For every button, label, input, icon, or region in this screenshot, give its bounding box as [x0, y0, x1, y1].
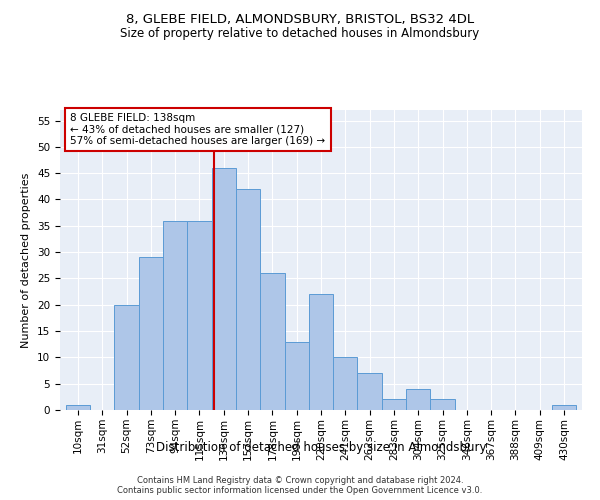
Bar	[187, 220, 212, 410]
Bar	[333, 358, 358, 410]
Bar	[163, 220, 187, 410]
Bar	[212, 168, 236, 410]
Bar	[66, 404, 90, 410]
Bar	[139, 258, 163, 410]
Bar	[358, 373, 382, 410]
Text: Contains HM Land Registry data © Crown copyright and database right 2024.
Contai: Contains HM Land Registry data © Crown c…	[118, 476, 482, 495]
Text: 8 GLEBE FIELD: 138sqm
← 43% of detached houses are smaller (127)
57% of semi-det: 8 GLEBE FIELD: 138sqm ← 43% of detached …	[70, 113, 326, 146]
Bar	[236, 189, 260, 410]
Y-axis label: Number of detached properties: Number of detached properties	[22, 172, 31, 348]
Bar	[552, 404, 576, 410]
Bar	[309, 294, 333, 410]
Bar	[430, 400, 455, 410]
Bar	[382, 400, 406, 410]
Bar	[406, 389, 430, 410]
Text: 8, GLEBE FIELD, ALMONDSBURY, BRISTOL, BS32 4DL: 8, GLEBE FIELD, ALMONDSBURY, BRISTOL, BS…	[126, 12, 474, 26]
Bar	[284, 342, 309, 410]
Text: Distribution of detached houses by size in Almondsbury: Distribution of detached houses by size …	[156, 441, 486, 454]
Bar	[115, 304, 139, 410]
Text: Size of property relative to detached houses in Almondsbury: Size of property relative to detached ho…	[121, 28, 479, 40]
Bar	[260, 273, 284, 410]
